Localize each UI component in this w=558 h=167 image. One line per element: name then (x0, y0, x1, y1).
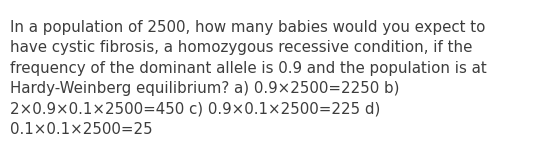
Text: In a population of 2500, how many babies would you expect to
have cystic fibrosi: In a population of 2500, how many babies… (10, 20, 487, 137)
